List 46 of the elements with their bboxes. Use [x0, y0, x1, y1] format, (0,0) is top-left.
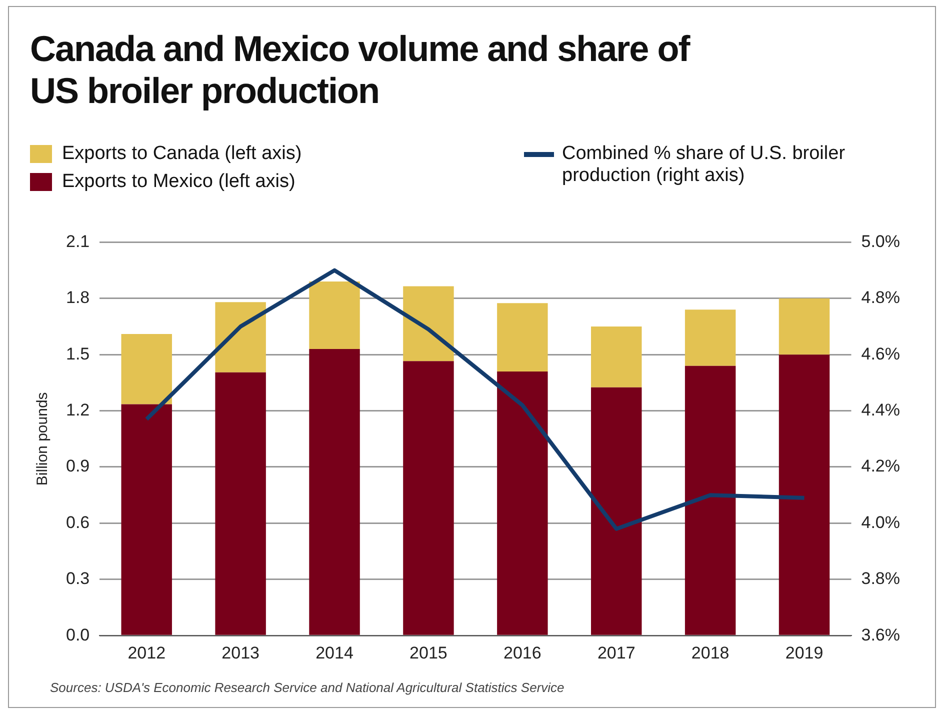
y-tick-label: 0.0 [66, 625, 90, 644]
y2-tick-label: 4.8% [861, 288, 900, 308]
y-tick-label: 0.9 [66, 456, 90, 476]
bar [591, 387, 642, 635]
y-tick-label: 1.8 [66, 288, 90, 308]
bar [778, 298, 830, 355]
legend-label: Combined % share of U.S. broiler production (right axis) [562, 143, 846, 187]
bar [121, 404, 172, 635]
x-tick-label: 2015 [410, 643, 448, 662]
bar [684, 310, 736, 366]
y-tick-label: 1.5 [66, 344, 90, 364]
y-tick-label: 0.3 [66, 569, 90, 588]
legend-label: Exports to Mexico (left axis) [62, 171, 296, 193]
chart-title: Canada and Mexico volume and share of US broiler production [30, 28, 692, 112]
bar [778, 354, 830, 635]
y2-tick-label: 5.0% [861, 232, 900, 251]
y2-tick-label: 4.0% [861, 512, 900, 532]
y-tick-label: 2.1 [66, 232, 90, 251]
x-tick-label: 2014 [316, 643, 354, 662]
bar [684, 366, 736, 635]
x-tick-label: 2013 [222, 643, 260, 662]
y-axis-title: Billion pounds [34, 392, 52, 486]
bar [121, 334, 172, 404]
y2-tick-label: 4.4% [861, 400, 900, 420]
legend-label: Exports to Canada (left axis) [62, 143, 302, 165]
x-tick-label: 2012 [128, 643, 166, 662]
x-tick-label: 2019 [785, 643, 824, 662]
bar [309, 348, 360, 635]
bar [497, 371, 548, 635]
y2-tick-label: 3.6% [861, 625, 900, 644]
y2-tick-label: 4.6% [861, 344, 900, 364]
x-tick-label: 2016 [504, 643, 542, 662]
y-tick-label: 0.6 [66, 512, 90, 532]
bar [497, 303, 548, 372]
bar [403, 286, 454, 362]
y2-tick-label: 3.8% [861, 569, 900, 588]
bar [215, 372, 266, 635]
bar [591, 326, 642, 388]
bar [215, 302, 266, 372]
x-tick-label: 2018 [691, 643, 730, 662]
source-note: Sources: USDA's Economic Research Service and National Agricultural Statistics Service [50, 680, 564, 695]
y-tick-label: 1.2 [66, 400, 90, 420]
bar [403, 361, 454, 635]
bar [309, 282, 360, 349]
y2-tick-label: 4.2% [861, 456, 900, 476]
x-tick-label: 2017 [597, 643, 636, 662]
